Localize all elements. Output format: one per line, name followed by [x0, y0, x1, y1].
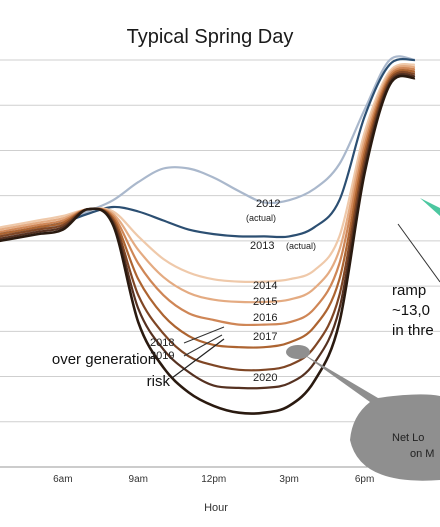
label-leader-2018: [183, 326, 225, 344]
ramp-leader: [397, 223, 440, 283]
series-label-2016: 2016: [253, 312, 277, 324]
annotations: Net Lo on M over generation risk ramp ~1…: [52, 198, 440, 481]
x-tick-9am: 9am: [129, 474, 148, 485]
callout-text-2: on M: [410, 448, 434, 460]
ramp-text-2: ~13,0: [392, 302, 430, 319]
callout-bubble: [300, 352, 440, 481]
callout-dot: [286, 345, 310, 359]
series-label-2017: 2017: [253, 331, 277, 343]
over-generation-leader: [171, 338, 225, 379]
x-axis-label: Hour: [204, 502, 228, 514]
series-line-2014: [0, 63, 416, 283]
x-tick-12pm: 12pm: [201, 474, 226, 485]
series-label-2013: 2013: [250, 240, 274, 252]
x-tick-6am: 6am: [53, 474, 72, 485]
label-leader-2019: [183, 334, 223, 357]
series-label-2019: 2019: [150, 350, 174, 362]
ramp-text-3: in thre: [392, 322, 434, 339]
series-label-2018: 2018: [150, 337, 174, 349]
x-tick-labels: 6am 9am 12pm 3pm 6pm: [53, 474, 374, 485]
series-label-2012: 2012: [256, 198, 280, 210]
ramp-text-1: ramp: [392, 282, 426, 299]
series-label-2015: 2015: [253, 296, 277, 308]
over-generation-text-1: over generation: [52, 351, 156, 368]
over-generation-text-2: risk: [147, 373, 171, 390]
series-line-2020: [0, 74, 416, 415]
series-sublabel-2012: (actual): [246, 213, 276, 223]
series-line-2015: [0, 64, 416, 304]
series-sublabel-2013: (actual): [286, 241, 316, 251]
x-tick-6pm: 6pm: [355, 474, 374, 485]
series-labels: 2012 (actual) 2013 (actual) 2014 2015 2016 2017…: [150, 198, 316, 384]
series-line-2016: [0, 66, 416, 327]
series-line-2017: [0, 68, 416, 349]
series-line-2019: [0, 72, 416, 390]
chart-title: Typical Spring Day: [127, 26, 294, 48]
series-label-2020: 2020: [253, 372, 277, 384]
series-label-2014: 2014: [253, 280, 277, 292]
ramp-arrow-green: [420, 198, 440, 216]
x-tick-3pm: 3pm: [279, 474, 298, 485]
series-line-2018: [0, 70, 416, 372]
grid-lines: [0, 59, 440, 468]
callout-text-1: Net Lo: [392, 432, 424, 444]
